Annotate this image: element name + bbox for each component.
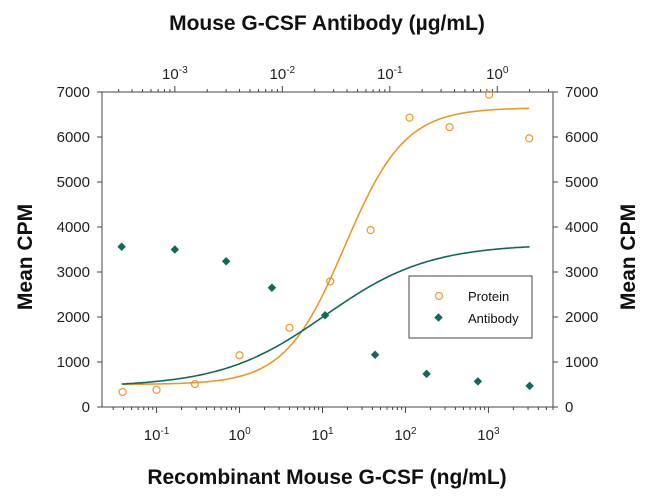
right-axis-title: Mean CPM xyxy=(617,204,640,310)
legend-box xyxy=(408,275,533,339)
y-tick-label-left: 2000 xyxy=(57,309,90,326)
y-tick-label-left: 6000 xyxy=(57,129,90,146)
antibody-data-point xyxy=(422,369,431,379)
antibody-data-point xyxy=(221,256,231,266)
legend-protein-marker xyxy=(434,291,444,301)
y-tick-label-right: 4000 xyxy=(565,219,598,236)
x-tick-label-top: 100 xyxy=(486,65,509,83)
protein-data-point xyxy=(326,277,335,286)
antibody-data-point xyxy=(370,350,380,360)
y-tick-label-right: 7000 xyxy=(565,84,598,101)
y-tick-label-left: 1000 xyxy=(57,354,90,371)
bottom-axis-title: Recombinant Mouse G-CSF (ng/mL) xyxy=(147,466,506,489)
x-tick-label-bottom: 102 xyxy=(394,426,417,444)
protein-data-point xyxy=(445,122,454,132)
legend-protein-label: Protein xyxy=(468,289,509,304)
antibody-data-point xyxy=(117,242,126,252)
x-tick-label-bottom: 103 xyxy=(477,426,500,444)
antibody-data-point xyxy=(525,381,534,391)
x-tick-label-bottom: 100 xyxy=(228,426,251,444)
x-tick-label-top: 10-3 xyxy=(162,65,188,83)
protein-data-point xyxy=(405,113,414,122)
x-tick-label-bottom: 101 xyxy=(311,426,334,444)
protein-data-point xyxy=(190,379,200,389)
protein-data-point xyxy=(152,385,161,394)
protein-data-point xyxy=(285,323,294,332)
antibody-data-point xyxy=(170,245,180,254)
antibody-data-point xyxy=(473,377,483,386)
antibody-data-point xyxy=(267,283,277,292)
y-tick-label-left: 3000 xyxy=(57,264,90,281)
protein-data-point xyxy=(525,134,534,143)
y-tick-label-right: 2000 xyxy=(565,309,598,326)
y-tick-label-right: 6000 xyxy=(565,129,598,146)
protein-data-point xyxy=(235,351,244,360)
protein-fit-curve xyxy=(122,107,530,386)
left-axis-title: Mean CPM xyxy=(14,204,37,310)
y-tick-label-left: 4000 xyxy=(57,219,90,236)
y-tick-label-right: 1000 xyxy=(565,354,598,371)
protein-data-point xyxy=(366,226,375,235)
x-tick-label-top: 10-1 xyxy=(377,65,403,83)
x-tick-label-top: 10-2 xyxy=(270,65,296,83)
top-axis-title: Mouse G-CSF Antibody (µg/mL) xyxy=(169,12,485,35)
y-tick-label-right: 3000 xyxy=(565,264,598,281)
y-tick-label-right: 5000 xyxy=(565,174,598,191)
legend-antibody-marker xyxy=(434,313,443,322)
x-tick-label-bottom: 10-1 xyxy=(144,426,170,444)
legend-antibody-label: Antibody xyxy=(468,311,519,326)
protein-data-point xyxy=(118,387,127,397)
plot-frame xyxy=(101,91,554,408)
protein-data-point xyxy=(485,90,494,99)
y-tick-label-right: 0 xyxy=(565,399,573,416)
y-tick-label-left: 7000 xyxy=(57,84,90,101)
y-tick-label-left: 0 xyxy=(82,399,90,416)
y-tick-label-left: 5000 xyxy=(57,174,90,191)
legend: Protein Antibody xyxy=(408,275,533,339)
antibody-data-point xyxy=(320,310,330,320)
